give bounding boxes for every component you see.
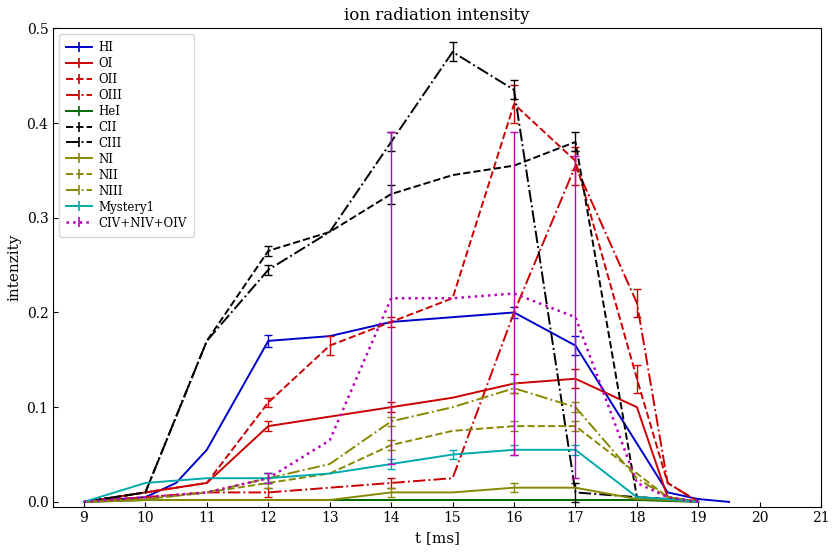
Y-axis label: intenzity: intenzity: [7, 233, 21, 301]
Legend: HI, OI, OII, OIII, HeI, CII, CIII, NI, NII, NIII, Mystery1, CIV+NIV+OIV: HI, OI, OII, OIII, HeI, CII, CIII, NI, N…: [59, 34, 193, 237]
Title: ion radiation intensity: ion radiation intensity: [344, 7, 529, 24]
X-axis label: t [ms]: t [ms]: [415, 531, 459, 545]
